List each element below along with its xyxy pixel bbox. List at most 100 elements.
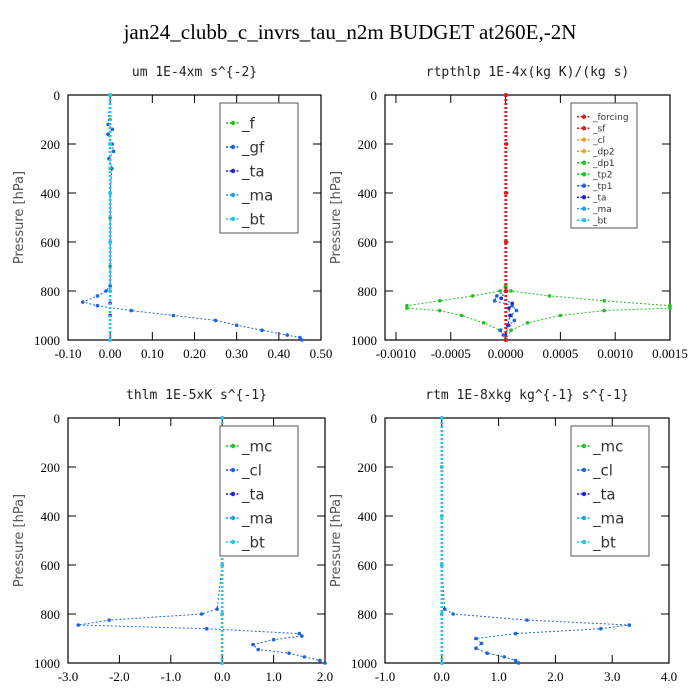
data-point [507,306,511,310]
x-tick-label: 0.0 [434,669,450,684]
legend-label: _cl [592,136,605,146]
y-tick-label: 200 [41,137,61,152]
data-point [508,313,512,318]
data-point [525,618,529,622]
data-point [95,294,100,298]
data-point [108,289,112,293]
data-point [213,318,218,323]
data-point [440,514,444,518]
y-tick-label: 800 [41,607,61,622]
data-point [668,306,672,310]
plot-frame [67,417,326,664]
y-tick-label: 1000 [34,656,60,671]
y-tick-label: 400 [358,509,378,524]
data-point [95,303,100,308]
y-tick-label: 1000 [351,333,377,348]
data-point [298,335,302,340]
data-point [504,191,509,195]
y-tick-label: 200 [41,460,61,475]
data-point [76,623,81,627]
legend-marker [581,114,587,119]
data-point [199,612,204,616]
data-point [492,299,497,303]
x-tick-label: 2.0 [317,669,333,684]
legend-marker [581,195,587,200]
data-point [504,338,509,342]
y-tick-label: 600 [41,235,61,250]
data-point [104,289,108,293]
x-tick-label: 0.0 [214,669,230,684]
data-point [260,328,264,333]
data-point [108,338,112,342]
data-point [405,306,409,310]
data-point [129,308,134,313]
legend-marker [581,160,587,165]
legend-marker [581,149,587,154]
legend-marker [230,168,236,174]
legend-marker [230,144,236,150]
data-point [474,646,478,651]
legend-marker [581,183,587,188]
data-point [318,658,322,663]
x-tick-label: -2.0 [109,669,130,684]
data-point [602,308,607,313]
legend-marker [581,515,587,521]
data-point [323,661,327,665]
x-tick-label: 1.0 [490,669,506,684]
data-point [108,142,112,146]
data-point [300,338,304,342]
data-point [558,313,563,318]
legend-marker [230,120,236,126]
legend-marker [230,515,236,521]
data-point [516,661,521,665]
data-point [440,563,444,567]
legend-label: _dp2 [592,147,615,157]
data-point [300,634,304,638]
y-tick-label: 800 [41,284,61,299]
x-tick-label: 1.0 [265,669,281,684]
x-tick-label: 0.0000 [488,346,524,361]
data-point [504,93,509,97]
data-point [442,607,447,611]
legend-marker [581,206,587,211]
legend-label: _mc [241,437,272,456]
panel-title: rtpthlp 1E-4x(kg K)/(kg s) [426,65,630,80]
y-tick-label: 0 [371,88,378,103]
data-point [479,641,484,646]
legend-label: _ma [592,509,624,528]
x-tick-label: 0.20 [183,346,206,361]
x-tick-label: 0.0015 [652,346,688,361]
series-line [78,418,326,664]
data-point [440,416,444,420]
x-tick-label: 0.0005 [543,346,579,361]
legend-marker [230,491,236,497]
data-point [504,142,509,146]
x-tick-label: -1.0 [161,669,182,684]
data-point [297,631,302,636]
legend-marker [581,443,587,449]
data-point [459,313,464,318]
data-point [251,642,255,647]
legend-label: _sf [592,124,606,134]
data-point [502,655,507,659]
legend-label: _bt [241,533,265,552]
legend-label: _cl [592,461,613,480]
data-point [438,308,442,313]
legend-label: _ta [241,162,265,181]
x-tick-label: 0.00 [99,346,122,361]
legend-label: _mc [592,437,623,456]
x-tick-label: -0.0005 [431,346,471,361]
x-tick-label: -0.0010 [376,346,416,361]
y-tick-label: 400 [41,186,61,201]
data-point [111,149,116,154]
y-tick-label: 1000 [34,333,60,348]
data-point [80,300,85,304]
legend-label: _ta [592,485,616,504]
data-point [509,328,513,333]
legend-marker [230,192,236,198]
data-point [509,289,513,293]
data-point [547,294,552,298]
legend-marker [581,126,587,131]
data-point [498,289,502,293]
